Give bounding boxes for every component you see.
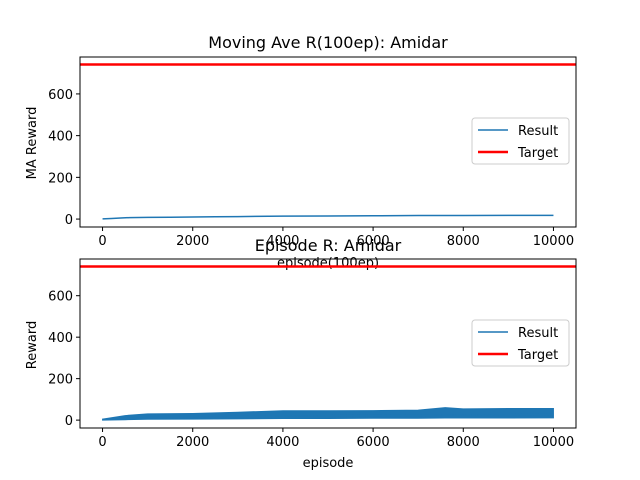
y-axis-title: MA Reward <box>25 107 40 180</box>
episode-reward-chart: 0 2000 4000 6000 8000 10000 0 200 400 600 Episode… <box>25 236 577 471</box>
legend: Result Target <box>471 319 570 367</box>
chart-title: Episode R: Amidar <box>255 236 402 255</box>
x-tick-label: 10000 <box>533 234 574 249</box>
x-tick-label: 0 <box>98 234 106 249</box>
x-tick-label: 2000 <box>176 435 209 450</box>
y-tick-label: 400 <box>48 331 73 346</box>
legend-label-result: Result <box>518 326 558 341</box>
y-tick-label: 0 <box>65 213 73 228</box>
x-tick-label: 4000 <box>266 234 299 249</box>
plot-area: 0 2000 4000 6000 8000 10000 0 200 400 600 <box>48 56 577 249</box>
axes-frame <box>79 56 577 228</box>
axes-frame <box>79 258 577 429</box>
x-axis-title: episode(100ep) <box>277 256 379 271</box>
legend-label-target: Target <box>517 348 558 363</box>
y-tick-label: 200 <box>48 171 73 186</box>
legend-label-target: Target <box>517 146 558 161</box>
x-tick-label: 6000 <box>357 234 390 249</box>
y-tick-label: 600 <box>48 290 73 305</box>
y-tick-label: 200 <box>48 373 73 388</box>
x-tick-label: 2000 <box>176 234 209 249</box>
x-tick-label: 6000 <box>357 435 390 450</box>
x-tick-label: 10000 <box>533 435 574 450</box>
series-layer <box>80 63 576 220</box>
y-tick-label: 0 <box>65 414 73 429</box>
x-axis-title: episode <box>303 456 354 471</box>
plot-area: 0 2000 4000 6000 8000 10000 0 200 400 600 <box>48 258 577 450</box>
series-layer <box>80 265 576 421</box>
y-tick-label: 400 <box>48 130 73 145</box>
x-tick-label: 8000 <box>447 234 480 249</box>
series-result-line <box>102 413 554 421</box>
legend: Result Target <box>471 117 570 165</box>
y-axis-title: Reward <box>25 321 40 369</box>
legend-label-result: Result <box>518 124 558 139</box>
chart-title: Moving Ave R(100ep): Amidar <box>208 33 448 52</box>
x-tick-label: 4000 <box>266 435 299 450</box>
y-tick-label: 600 <box>48 88 73 103</box>
x-tick-label: 0 <box>98 435 106 450</box>
x-tick-label: 8000 <box>447 435 480 450</box>
ma-reward-chart: Moving Ave R(100ep): Amidar 0 2000 4000 600… <box>25 33 577 271</box>
series-result-line <box>102 214 554 220</box>
